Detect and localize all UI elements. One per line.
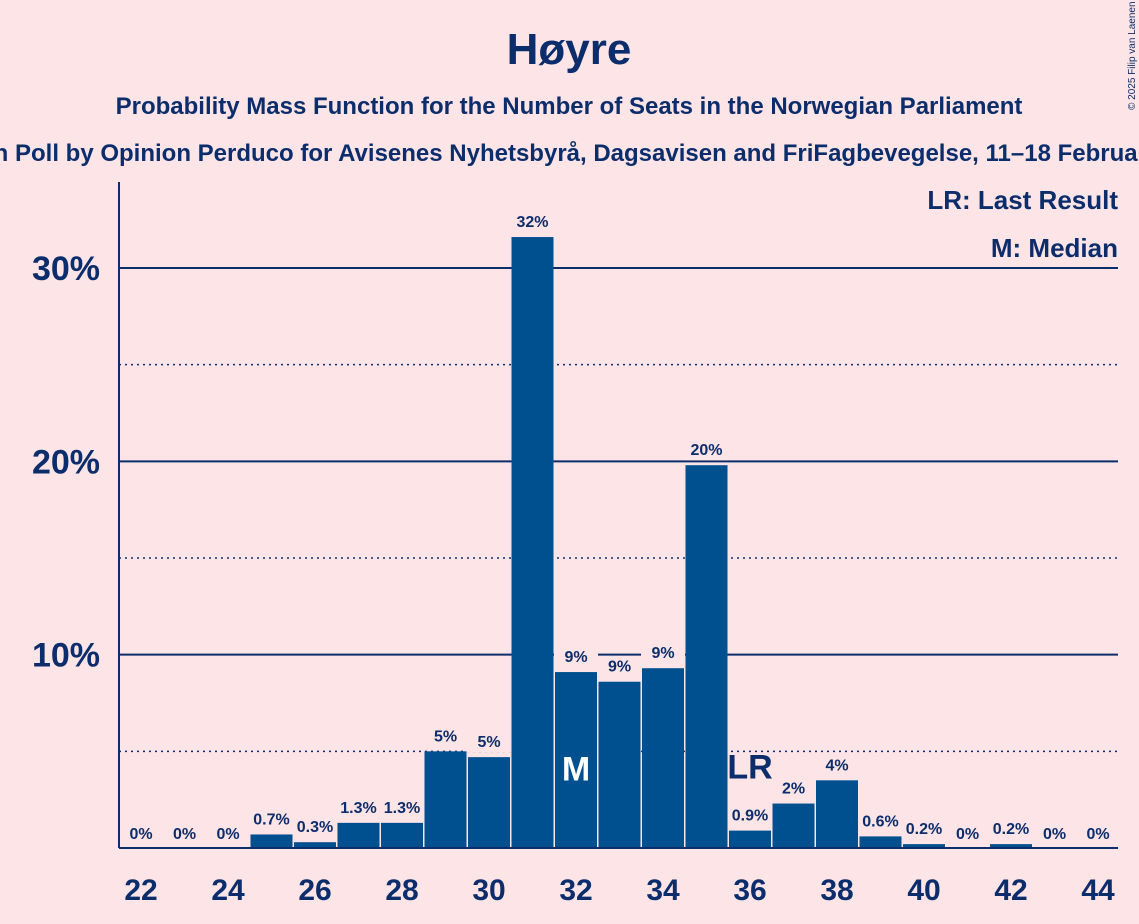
x-tick-label: 40 xyxy=(907,874,940,907)
data-label-background xyxy=(684,440,729,461)
data-label-seat-26: 0.3% xyxy=(297,819,333,836)
data-label-background xyxy=(206,824,250,844)
bars xyxy=(250,237,1032,849)
bar-seat-26 xyxy=(294,842,336,848)
data-label-seat-35: 20% xyxy=(690,442,722,459)
bar-seat-34 xyxy=(642,668,684,848)
data-label-seat-42: 0.2% xyxy=(993,821,1029,838)
x-tick-label: 44 xyxy=(1081,874,1115,907)
y-tick-label: 20% xyxy=(32,443,100,481)
x-tick-label: 38 xyxy=(820,874,853,907)
chart-subtitle-poll: Opinion Poll by Opinion Perduco for Avis… xyxy=(0,140,1139,167)
x-axis-ticks: 22 24 26 28 30 32 34 36 38 40 42 44 xyxy=(124,874,1115,907)
data-label-seat-41: 0% xyxy=(956,826,979,843)
data-label-seat-33: 9% xyxy=(608,659,631,676)
x-tick-label: 30 xyxy=(472,874,505,907)
data-label-background xyxy=(1076,824,1120,844)
x-tick-label: 26 xyxy=(298,874,331,907)
chart-title: Høyre xyxy=(507,25,632,74)
data-label-background xyxy=(554,647,598,668)
data-label-background xyxy=(249,809,294,830)
last-result-marker: LR xyxy=(727,749,772,787)
data-label-seat-31: 32% xyxy=(516,214,548,231)
x-tick-label: 42 xyxy=(994,874,1027,907)
data-label-background xyxy=(771,778,816,799)
data-label-background xyxy=(597,656,642,677)
x-tick-label: 36 xyxy=(733,874,766,907)
data-label-seat-28: 1.3% xyxy=(384,800,420,817)
bar-seat-29 xyxy=(424,751,467,848)
data-label-background xyxy=(902,819,946,840)
bar-seat-40 xyxy=(903,844,945,848)
data-label-seat-29: 5% xyxy=(434,728,457,745)
data-label-background xyxy=(945,824,990,844)
data-label-seat-39: 0.6% xyxy=(862,813,898,830)
data-label-background xyxy=(728,805,772,826)
bar-seat-39 xyxy=(859,836,902,848)
data-label-background xyxy=(162,824,207,844)
bar-seat-27 xyxy=(337,822,380,848)
data-label-seat-23: 0% xyxy=(173,826,196,843)
legend-median: M: Median xyxy=(991,233,1118,263)
x-tick-label: 32 xyxy=(559,874,592,907)
median-marker: M xyxy=(562,750,590,788)
markers: M LR xyxy=(562,749,773,789)
data-label-seat-24: 0% xyxy=(216,826,239,843)
data-label-seat-32: 9% xyxy=(564,649,587,666)
bar-seat-31 xyxy=(511,237,554,849)
legend-last-result: LR: Last Result xyxy=(927,185,1118,215)
data-label-background xyxy=(336,797,381,818)
data-label-seat-36: 0.9% xyxy=(732,808,768,825)
data-label-background xyxy=(858,811,903,832)
x-tick-label: 28 xyxy=(385,874,418,907)
data-label-seat-22: 0% xyxy=(129,826,152,843)
data-label-background xyxy=(1032,824,1077,844)
data-label-background xyxy=(641,643,685,664)
bar-seat-25 xyxy=(250,834,293,848)
data-label-seat-38: 4% xyxy=(825,757,848,774)
bar-seat-32 xyxy=(555,672,597,848)
data-label-background xyxy=(467,732,511,753)
bar-seat-30 xyxy=(468,757,510,848)
x-tick-label: 24 xyxy=(211,874,245,907)
data-labels: 0% 0% 0% 0.7% 0.3% 1.3% 1.3% 5% 5% 32% 9% 9% 9% 20% 0.… xyxy=(119,212,1120,844)
data-label-background xyxy=(423,726,468,747)
data-label-background xyxy=(119,824,163,844)
bar-seat-33 xyxy=(598,681,641,848)
y-tick-label: 30% xyxy=(32,250,100,288)
x-tick-label: 34 xyxy=(646,874,680,907)
data-label-background xyxy=(510,212,555,233)
data-label-seat-25: 0.7% xyxy=(253,811,289,828)
data-label-seat-27: 1.3% xyxy=(340,800,376,817)
x-tick-label: 22 xyxy=(124,874,157,907)
data-label-seat-44: 0% xyxy=(1086,826,1109,843)
bar-seat-38 xyxy=(816,780,858,848)
y-axis-ticks: 10% 20% 30% xyxy=(32,250,100,675)
data-label-background xyxy=(815,755,859,776)
data-label-background xyxy=(989,819,1033,840)
data-label-background xyxy=(380,797,424,818)
bar-seat-36 xyxy=(729,830,771,848)
grid-lines xyxy=(119,267,1118,753)
data-label-seat-40: 0.2% xyxy=(906,821,942,838)
y-tick-label: 10% xyxy=(32,637,100,675)
bar-seat-28 xyxy=(381,822,423,848)
bar-seat-35 xyxy=(685,465,728,848)
data-label-background xyxy=(293,817,337,838)
data-label-seat-34: 9% xyxy=(651,645,674,662)
data-label-seat-37: 2% xyxy=(782,781,805,798)
bar-seat-42 xyxy=(990,844,1032,848)
data-label-seat-43: 0% xyxy=(1043,826,1066,843)
bar-seat-37 xyxy=(772,803,815,848)
copyright-notice: © 2025 Filip van Laenen xyxy=(1127,1,1138,110)
chart-subtitle: Probability Mass Function for the Number… xyxy=(116,93,1023,120)
data-label-seat-30: 5% xyxy=(477,734,500,751)
